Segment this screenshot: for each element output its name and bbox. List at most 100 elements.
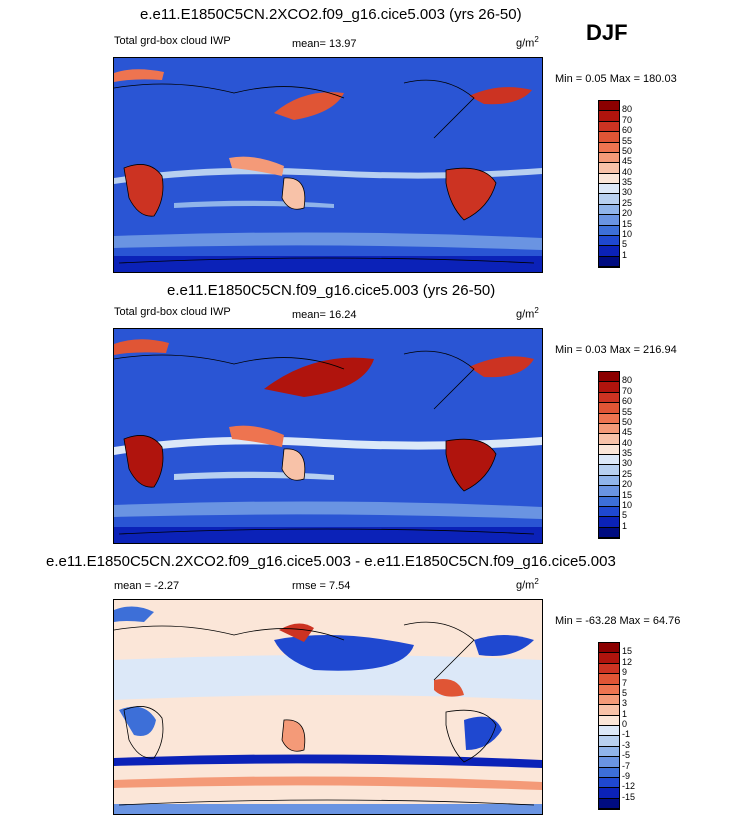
panel1-south-america-high [446,168,496,220]
panel1-colorbar-swatch [599,215,619,226]
panel1-map-svg [114,58,542,272]
panel1-colorbar-swatch [599,256,619,267]
panel3-colorbar-labels: 15 12 9 7 5 3 1 0 -1 -3 -5 -7 -9 -12 -15 [598,642,658,808]
panel3-colorbar-swatch [599,746,619,758]
panel1-coastlines [114,79,535,264]
season-label: DJF [586,20,628,45]
panel2-australia [282,448,305,481]
panel3-colorbar-swatch [599,705,619,716]
panel2-map [113,328,543,544]
panel2-colorbar-tick-label: 80 [622,375,633,386]
panel1-colorbar-tick-label: 35 [622,177,633,187]
panel2-colorbar-tick-label: 20 [622,479,633,490]
panel2-south-america-high [446,439,496,491]
panel2-itcz-band [114,436,542,455]
panel1-mean: mean= 13.97 [292,38,357,50]
panel3-colorbar-swatch [599,653,619,664]
panel3-colorbar-swatch [599,798,619,809]
panel3-mean-value: -2.27 [154,580,180,592]
panel2-colorbar-swatch [599,455,619,466]
panel2-colorbar-tick-label: 55 [622,406,633,417]
panel3-europe-decrease [114,606,154,622]
panel1-colorbar-tick-label: 40 [622,166,633,177]
panel2-colorbar-labels: 80 70 60 55 50 45 40 35 30 25 20 15 10 5 1 [598,371,658,537]
panel3-colorbar-swatch [599,726,619,737]
panel1-colorbar-tick-label: 15 [622,218,633,229]
panel1-colorbar-swatch [599,204,619,216]
panel3-colorbar [598,642,620,810]
panel1-colorbar-swatch [599,246,619,257]
panel3-n-pacific-increase [279,623,314,642]
panel1-colorbar-labels: 80 70 60 55 50 45 40 35 30 25 20 15 10 5 1 [598,100,658,266]
panel3-colorbar-tick-label: -1 [622,729,631,740]
panel2-colorbar-tick-label: 70 [622,385,633,396]
panel2-colorbar-swatch [599,413,619,424]
panel2-colorbar-tick-label: 50 [622,416,633,427]
panel3-colorbar-swatch [599,684,619,695]
panel2-colorbar-tick-label: 15 [622,489,633,500]
panel1-colorbar-swatch [599,111,619,122]
panel1-map [113,57,543,273]
panel3-mean: mean = -2.27 [114,580,179,592]
panel2-mean-label: mean= [292,309,326,321]
panel1-africa-high [124,164,163,217]
panel3-colorbar-tick-label: -5 [622,750,631,761]
panel2-colorbar-swatch [599,403,619,414]
panel2-colorbar-swatch [599,392,619,404]
panel1-europe-track [114,69,164,82]
panel2-variable-label: Total grd-box cloud IWP [114,306,231,318]
panel1-colorbar-tick-label: 5 [622,239,628,250]
panel3-africa-decrease [119,706,156,736]
panel1-colorbar-swatch [599,142,619,153]
panel1-colorbar-swatch [599,163,619,174]
panel3-southern-decrease [114,754,542,768]
panel2-maritime-continent [229,425,284,447]
panel2-colorbar [598,371,620,539]
panel2-colorbar-swatch [599,382,619,393]
panel2-colorbar-tick-label: 40 [622,437,633,448]
panel2-n-atlantic-track [469,356,534,378]
panel1-colorbar-tick-label: 80 [622,104,633,115]
panel2-n-pacific-track [264,357,374,397]
panel2-colorbar-swatch [599,517,619,528]
panel2-south-polar-band [114,527,542,543]
panel2-mean: mean= 16.24 [292,309,357,321]
panel3-rmse: rmse = 7.54 [292,580,350,592]
panel3-n-pacific-decrease [274,635,414,671]
panel2-colorbar-tick-label: 30 [622,458,633,469]
panel3-colorbar-swatch [599,757,619,768]
panel1-colorbar-swatch [599,184,619,195]
panel2-colorbar-tick-label: 35 [622,448,633,458]
panel1-colorbar-swatch [599,121,619,133]
panel3-colorbar-swatch [599,767,619,778]
panel3-tropical-increase [434,679,464,697]
panel3-colorbar-tick-label: 12 [622,656,633,667]
panel1-n-atlantic-track [469,87,532,105]
panel3-colorbar-swatch [599,777,619,789]
panel3-rmse-value: 7.54 [329,580,351,592]
panel2-unit: g/m2 [516,306,539,321]
panel2-minmax: Min = 0.03 Max = 216.94 [555,344,677,356]
panel3-colorbar-tick-label: 15 [622,646,633,657]
panel2-coastlines [114,350,535,535]
panel1-mean-value: 13.97 [329,38,357,50]
panel2-colorbar-swatch [599,423,619,435]
panel2-africa-high [124,435,163,488]
panel1-colorbar-tick-label: 55 [622,135,633,146]
panel1-colorbar-tick-label: 20 [622,208,633,219]
panel2-southern-storm-track [114,501,542,519]
panel1-southern-storm-track [114,232,542,250]
panel2-colorbar-swatch [599,444,619,455]
panel1-colorbar-tick-label: 60 [622,125,633,136]
panel3-colorbar-swatch [599,736,619,747]
panel1-maritime-continent [229,156,284,176]
panel2-colorbar-tick-label: 10 [622,499,633,510]
panel2-colorbar-swatch [599,475,619,487]
panel3-minmax: Min = -63.28 Max = 64.76 [555,615,681,627]
panel3-colorbar-tick-label: 0 [622,719,628,729]
panel2-colorbar-tick-label: 60 [622,396,633,407]
panel3-colorbar-swatch [599,715,619,726]
panel1-colorbar-tick-label: 30 [622,187,633,198]
panel3-colorbar-tick-label: 5 [622,687,628,698]
panel3-colorbar-swatch [599,788,619,799]
